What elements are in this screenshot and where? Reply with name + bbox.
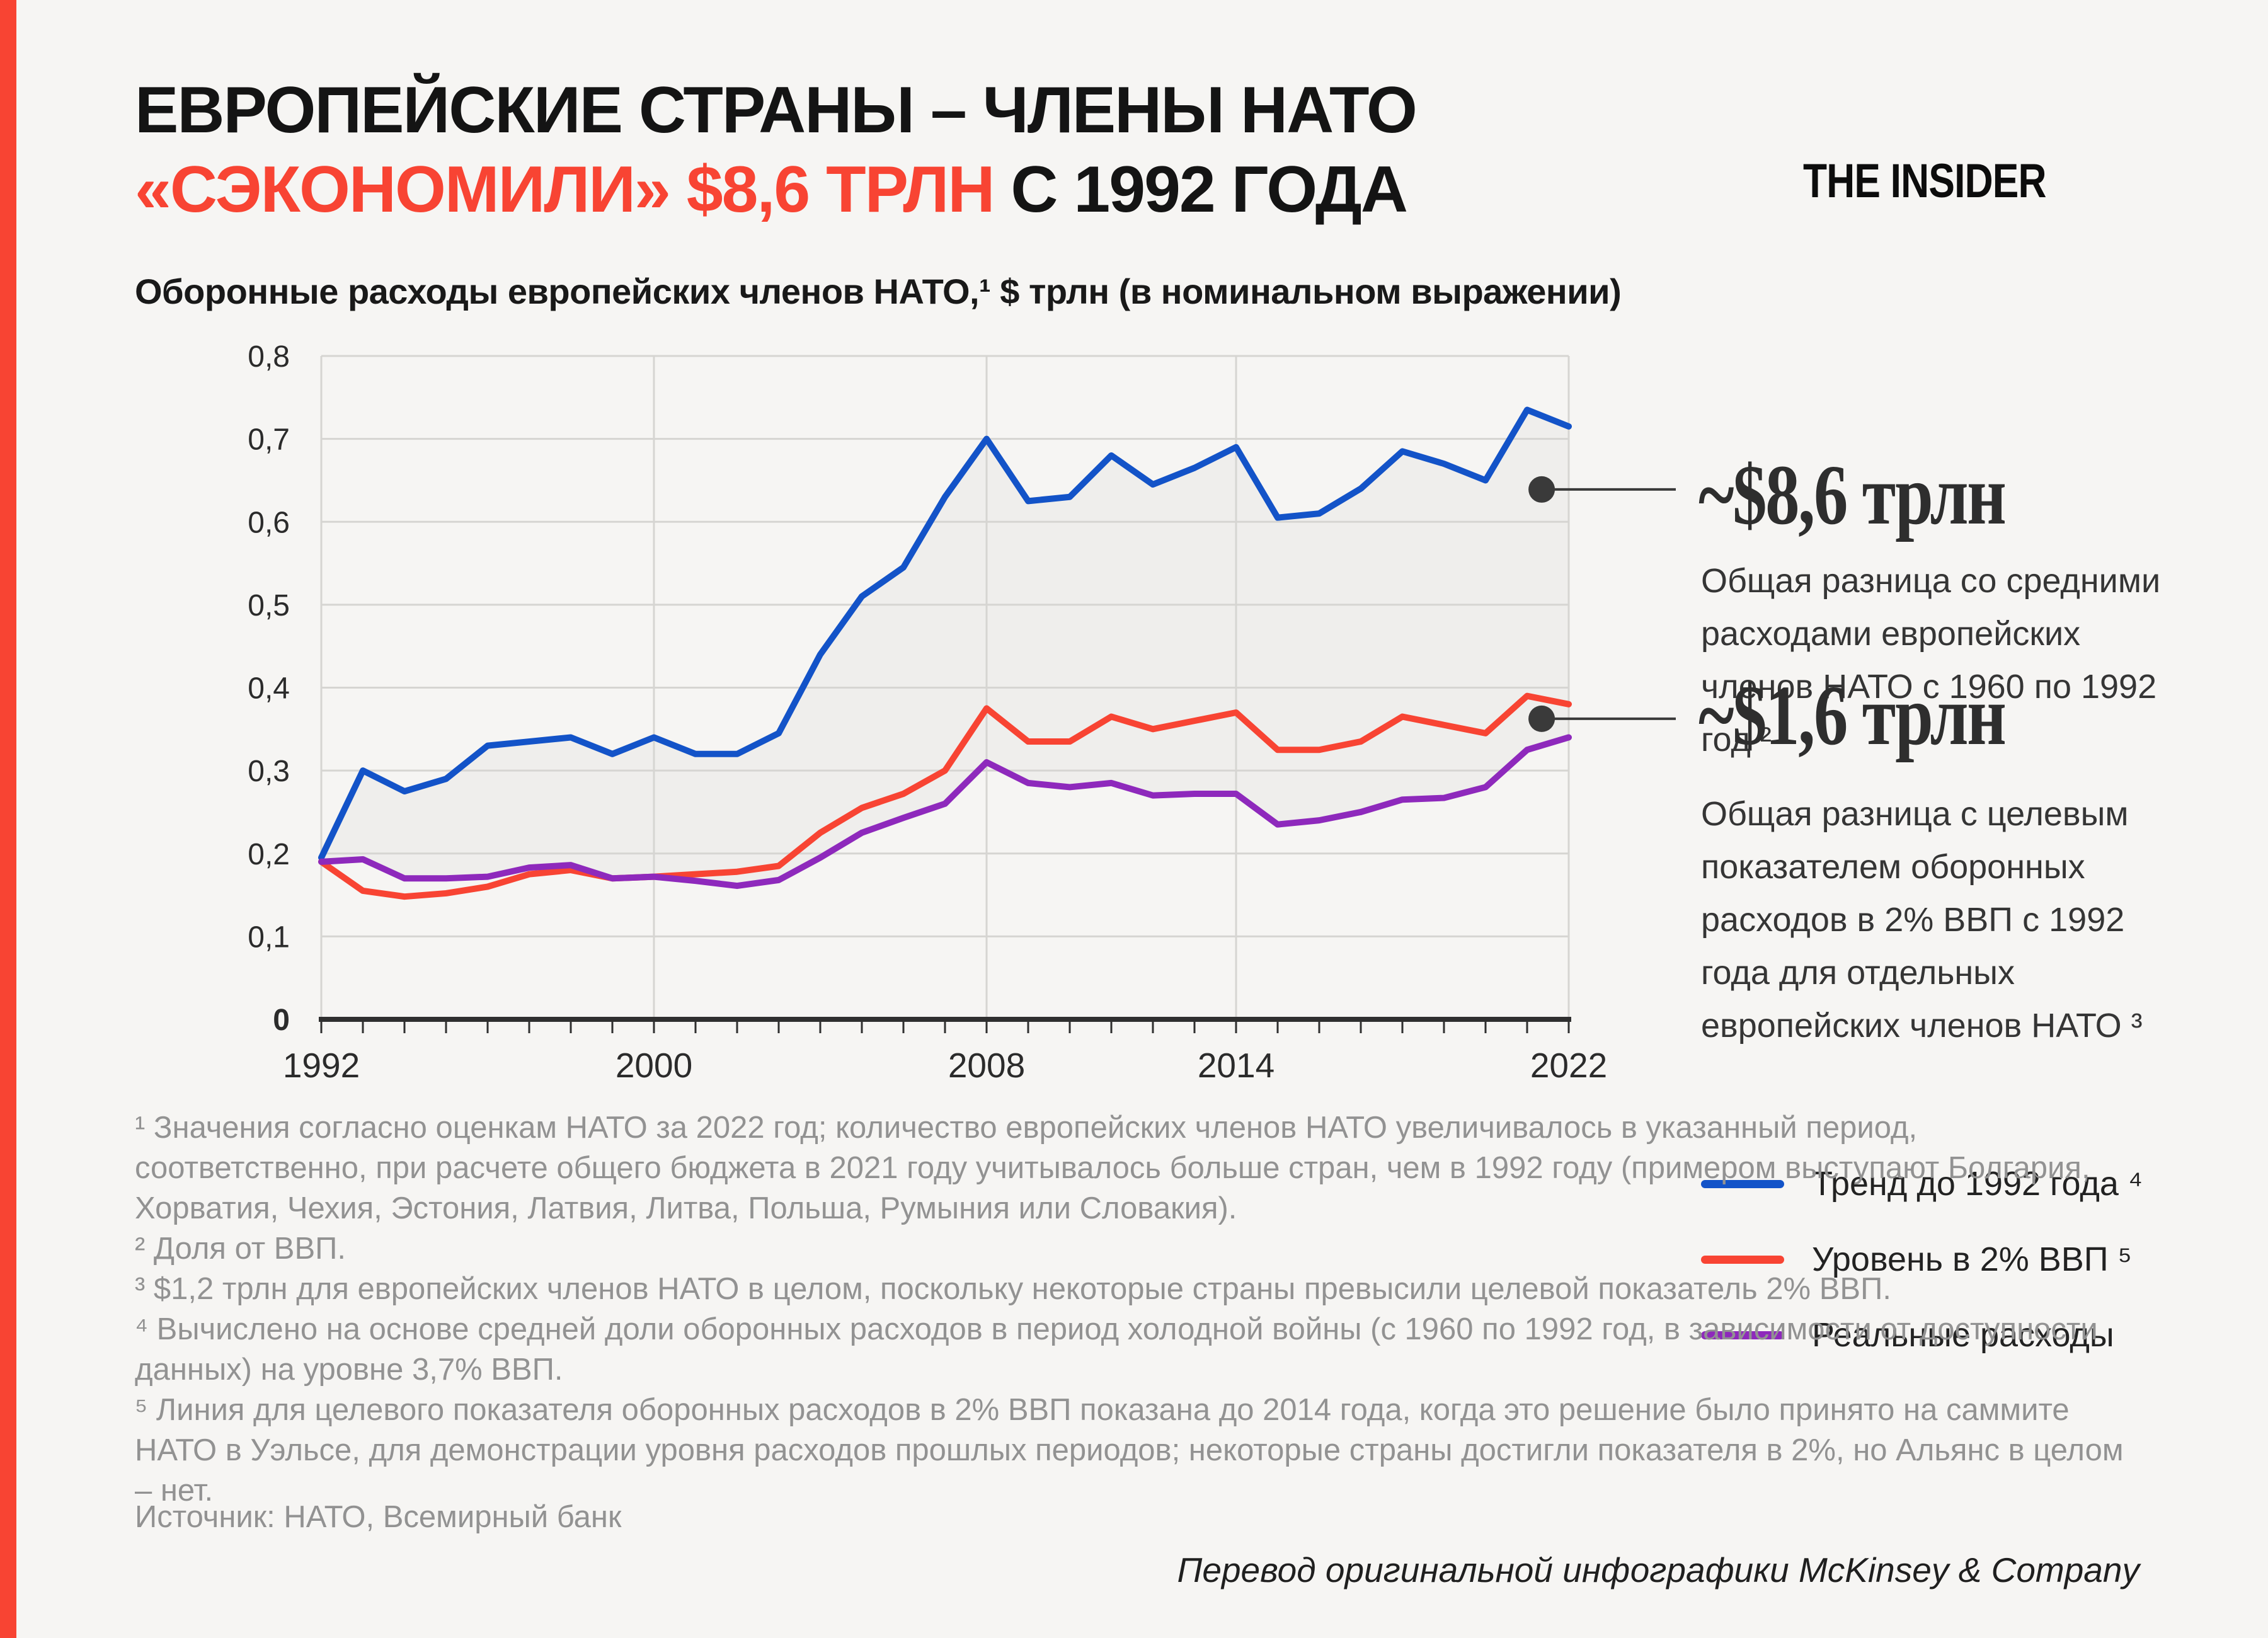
source-line: Источник: НАТО, Всемирный банк	[135, 1500, 622, 1534]
page-title-line1: ЕВРОПЕЙСКИЕ СТРАНЫ – ЧЛЕНЫ НАТО	[135, 74, 1418, 147]
y-tick-label: 0,4	[248, 672, 290, 706]
y-tick-label: 0,2	[248, 838, 290, 871]
y-tick-label: 0	[273, 1004, 290, 1037]
y-tick-label: 0,7	[248, 423, 290, 457]
x-tick-label: 2000	[616, 1046, 692, 1085]
y-tick-label: 0,6	[248, 506, 290, 539]
callout-dot-0	[1528, 476, 1555, 503]
legend-label: Тренд до 1992 года ⁴	[1812, 1165, 2143, 1203]
legend-item-2: Реальные расходы	[1701, 1315, 2143, 1354]
savings-area	[321, 410, 1569, 886]
x-tick-label: 2014	[1198, 1046, 1274, 1085]
x-tick-label: 2022	[1530, 1046, 1607, 1085]
legend-label: Уровень в 2% ВВП ⁵	[1812, 1240, 2132, 1278]
page-title-line2: «СЭКОНОМИЛИ» $8,6 ТРЛН С 1992 ГОДА	[135, 150, 1416, 229]
x-tick-label: 2008	[948, 1046, 1025, 1085]
legend: Тренд до 1992 года ⁴ Уровень в 2% ВВП ⁵ Ре…	[1701, 1164, 2143, 1391]
x-tick-label: 1992	[283, 1046, 360, 1085]
legend-item-0: Тренд до 1992 года ⁴	[1701, 1164, 2143, 1203]
page-title: ЕВРОПЕЙСКИЕ СТРАНЫ – ЧЛЕНЫ НАТО «СЭКОНОМ…	[135, 71, 1418, 229]
series-line-0	[318, 406, 1572, 861]
callout-dot-1	[1528, 705, 1555, 732]
credit-line: Перевод оригинальной инфографики McKinse…	[1177, 1550, 2140, 1589]
annotation-target-gap-value: ~$1,6 трлн	[1698, 668, 2007, 763]
y-tick-label: 0,1	[248, 920, 290, 954]
y-tick-label: 0,8	[248, 343, 290, 374]
footnote-2: ² Доля от ВВП.	[135, 1232, 346, 1266]
y-tick-label: 0,5	[248, 589, 290, 622]
legend-swatch-icon	[1701, 1331, 1784, 1339]
footnote-1: ¹ Значения согласно оценкам НАТО за 2022…	[135, 1111, 2090, 1225]
footnotes: ¹ Значения согласно оценкам НАТО за 2022…	[135, 1108, 2138, 1511]
legend-swatch-icon	[1701, 1255, 1784, 1264]
accent-bar	[0, 0, 16, 1638]
footnote-5: ⁵ Линия для целевого показателя оборонны…	[135, 1393, 2124, 1508]
legend-swatch-icon	[1701, 1179, 1784, 1188]
footnote-4: ⁴ Вычислено на основе средней доли оборо…	[135, 1312, 2098, 1387]
series-line-2	[318, 734, 1572, 890]
annotation-savings-value: ~$8,6 трлн	[1698, 448, 2007, 542]
y-tick-label: 0,3	[248, 755, 290, 788]
footnote-3: ³ $1,2 трлн для европейских членов НАТО …	[135, 1272, 1891, 1306]
chart-subtitle: Оборонные расходы европейских членов НАТ…	[135, 272, 1622, 311]
chart-svg: 1992 2000 2008 2014 2022 0 0,1 0,2 0,3 0,4 0,5 0,6 0…	[248, 343, 1676, 1085]
legend-item-1: Уровень в 2% ВВП ⁵	[1701, 1240, 2143, 1279]
the-insider-logo: THE INSIDER	[1803, 154, 2047, 208]
series-line-1	[318, 692, 1572, 900]
legend-label: Реальные расходы	[1812, 1316, 2114, 1354]
page-title-highlight: «СЭКОНОМИЛИ» $8,6 ТРЛН	[135, 153, 995, 226]
annotation-target-gap-desc: Общая разница с целевым показателем обор…	[1701, 795, 2143, 1045]
annotation-savings-desc: Общая разница со средними расходами евро…	[1701, 562, 2161, 759]
page-title-line2-rest: С 1992 ГОДА	[994, 153, 1408, 226]
